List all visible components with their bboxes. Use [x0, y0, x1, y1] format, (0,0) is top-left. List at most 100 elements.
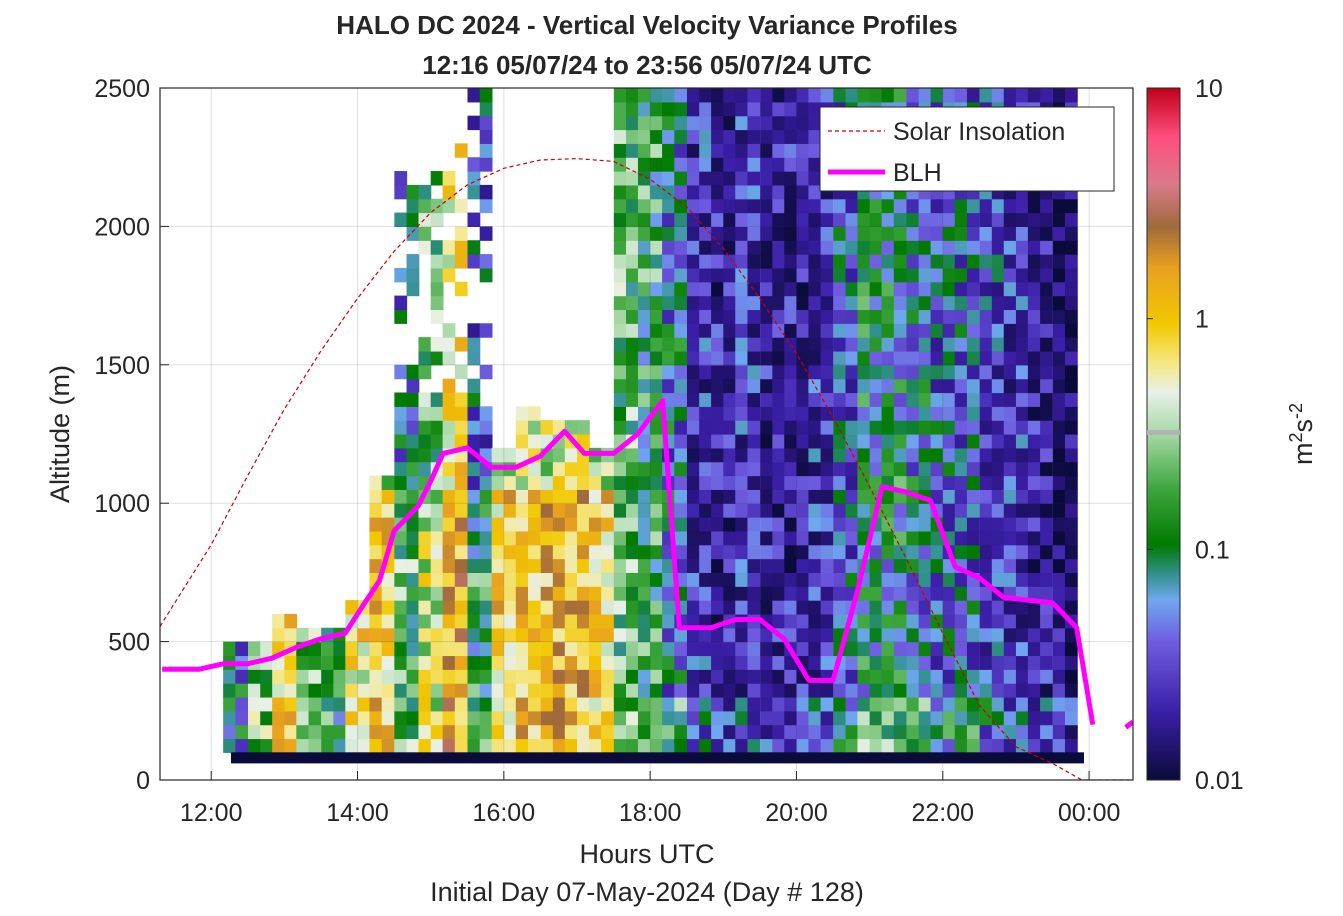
heat-cell-1235	[747, 212, 761, 227]
heat-cell-1099	[711, 101, 724, 117]
heat-cell-1419	[796, 323, 810, 338]
heat-cell-2002	[942, 226, 956, 241]
heat-cell-320	[442, 254, 456, 269]
heat-cell-457	[503, 738, 517, 753]
heat-cell-1795	[893, 434, 907, 449]
heat-cell-1873	[918, 683, 932, 698]
heat-cell-437	[491, 710, 505, 726]
heat-cell-20	[248, 683, 261, 698]
heat-cell-1295	[772, 710, 786, 726]
heat-cell-1764	[881, 198, 895, 214]
heat-cell-188	[406, 669, 420, 684]
heat-cell-2471	[1064, 378, 1078, 394]
heat-cell-1551	[833, 489, 847, 504]
heat-cell-1929	[930, 572, 944, 587]
heat-cell-518	[527, 544, 541, 560]
heat-cell-1688	[869, 586, 883, 601]
heat-cell-262	[430, 600, 444, 615]
y-tick-label-4: 2000	[94, 213, 150, 241]
heat-cell-677	[613, 627, 627, 643]
heat-cell-2408	[1052, 586, 1066, 601]
heat-cell-822	[650, 613, 663, 629]
heat-cell-169	[394, 475, 408, 490]
heat-cell-1025	[699, 461, 712, 477]
heat-cell-2091	[966, 323, 980, 338]
heat-cell-1630	[857, 724, 871, 740]
heat-cell-2232	[1003, 364, 1017, 380]
heat-cell-608	[577, 641, 590, 657]
heat-cell-2042	[954, 337, 968, 352]
heat-cell-595	[564, 489, 578, 504]
heat-cell-1011	[699, 655, 712, 670]
heat-cell-928	[674, 475, 688, 490]
heat-cell-2483	[1064, 212, 1078, 227]
heat-cell-352	[454, 337, 468, 352]
heat-cell-981	[686, 406, 700, 421]
heat-cell-2309	[1027, 627, 1041, 643]
heat-cell-1699	[869, 434, 883, 449]
heat-cell-813	[650, 738, 663, 753]
heat-cell-52	[296, 738, 310, 753]
heat-cell-1008	[699, 696, 712, 712]
heat-cell-179	[394, 267, 408, 283]
heat-cell-251	[418, 184, 432, 200]
heat-cell-1895	[918, 378, 932, 394]
heat-cell-502	[515, 420, 529, 435]
heat-cell-1890	[918, 447, 932, 463]
heat-cell-1995	[942, 323, 956, 338]
heat-cell-16	[248, 738, 261, 753]
heat-cell-507	[527, 696, 541, 712]
heat-cell-1945	[930, 350, 944, 366]
heat-cell-1033	[699, 350, 712, 366]
heat-cell-1280	[760, 254, 773, 269]
heat-cell-62	[308, 724, 322, 740]
blh-line	[162, 398, 1133, 730]
heat-cell-710	[613, 171, 627, 186]
heat-cell-1891	[918, 434, 932, 449]
heat-cell-2167	[991, 600, 1005, 615]
heat-cell-1183	[735, 267, 749, 283]
heat-cell-1628	[845, 88, 859, 103]
heat-cell-1715	[869, 212, 883, 227]
heat-cell-1565	[833, 295, 847, 311]
heat-cell-1440	[808, 696, 822, 712]
heat-cell-1750	[881, 392, 895, 407]
heat-cell-662	[601, 530, 614, 546]
heat-cell-1006	[699, 724, 712, 740]
heat-cell-512	[527, 627, 541, 643]
heat-cell-1	[223, 724, 236, 740]
heat-cell-483	[515, 683, 529, 698]
heat-cell-1870	[918, 724, 932, 740]
heat-cell-2405	[1052, 627, 1066, 643]
heat-cell-1279	[760, 267, 773, 283]
heat-cell-362	[467, 696, 481, 712]
heat-cell-1132	[723, 309, 737, 324]
heat-cell-1267	[760, 434, 773, 449]
heat-cell-2030	[954, 503, 968, 518]
heat-cell-953	[674, 129, 688, 144]
heat-cell-723	[626, 655, 639, 670]
heat-cell-1024	[699, 475, 712, 490]
heat-cell-1023	[699, 489, 712, 504]
heat-cell-331	[454, 655, 468, 670]
heat-cell-1950	[930, 281, 944, 297]
heat-cell-213	[406, 254, 420, 269]
heat-cell-2375	[1040, 378, 1053, 394]
legend-blh-label: BLH	[893, 159, 942, 187]
heat-cell-1059	[711, 655, 724, 670]
heat-cell-478	[503, 447, 517, 463]
heat-cell-897	[662, 240, 675, 255]
heat-cell-199	[406, 517, 420, 532]
heat-cell-473	[503, 517, 517, 532]
heat-cell-762	[626, 115, 639, 131]
heat-cell-1077	[711, 406, 724, 421]
heat-cell-398	[479, 724, 493, 740]
heat-cell-33	[272, 724, 285, 740]
heat-cell-1088	[711, 254, 724, 269]
heat-cell-1640	[857, 586, 871, 601]
heat-cell-2282	[1015, 337, 1029, 352]
heat-cell-819	[650, 655, 663, 670]
heat-cell-1792	[893, 475, 907, 490]
heat-cell-2110	[979, 724, 993, 740]
heat-cell-404	[479, 641, 493, 657]
